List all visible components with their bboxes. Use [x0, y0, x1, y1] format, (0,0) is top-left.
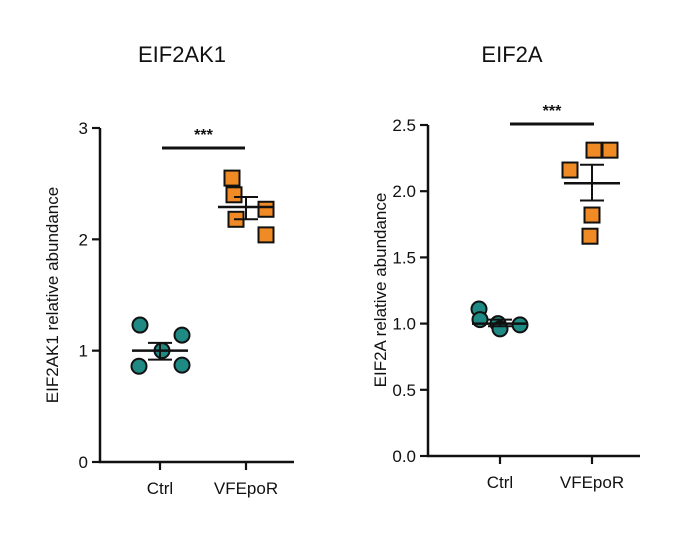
data-point-vfepor	[257, 200, 275, 218]
y-tick-label: 2.5	[392, 116, 416, 135]
plot-area: 0 1 2 3 Ctrl VFEpoR ***	[79, 119, 294, 498]
x-tick-label-ctrl: Ctrl	[487, 473, 513, 492]
y-tick-label: 1.0	[392, 315, 416, 334]
data-point-ctrl	[173, 356, 191, 374]
significance-label: ***	[194, 127, 213, 144]
y-tick-label: 3	[79, 119, 88, 138]
data-point-vfepor	[585, 141, 603, 159]
data-point-vfepor	[601, 141, 619, 159]
significance-label: ***	[543, 103, 562, 120]
y-tick-label: 2.0	[392, 182, 416, 201]
y-axis-label: EIF2AK1 relative abundance	[43, 187, 62, 403]
y-tick-label: 1	[79, 342, 88, 361]
y-tick-label: 0.5	[392, 381, 416, 400]
y-tick-label: 0	[79, 453, 88, 472]
y-tick-label: 0.0	[392, 447, 416, 466]
data-point-ctrl	[130, 357, 148, 375]
data-point-vfepor	[561, 161, 579, 179]
x-tick-label-ctrl: Ctrl	[147, 479, 173, 498]
chart-title: EIF2A	[481, 42, 542, 67]
data-point-ctrl	[131, 316, 149, 334]
data-point-ctrl	[471, 311, 489, 329]
data-point-vfepor	[225, 186, 243, 204]
chart-title: EIF2AK1	[138, 42, 226, 67]
data-point-vfepor	[257, 226, 275, 244]
plot-area: 0.0 0.5 1.0 1.5 2.0 2.5 Ctrl VFEpoR ***	[392, 103, 640, 492]
data-point-ctrl	[511, 316, 529, 334]
y-axis-label: EIF2A relative abundance	[371, 193, 390, 388]
chart-panel-eif2ak1: EIF2AK1 EIF2AK1 relative abundance 0 1 2 3 C…	[43, 42, 294, 498]
data-point-vfepor	[223, 169, 241, 187]
y-tick-label: 2	[79, 230, 88, 249]
x-tick-label-vfepor: VFEpoR	[560, 473, 624, 492]
y-tick-label: 1.5	[392, 248, 416, 267]
data-point-vfepor	[581, 227, 599, 245]
data-point-ctrl	[173, 326, 191, 344]
data-point-vfepor	[583, 206, 601, 224]
x-tick-label-vfepor: VFEpoR	[214, 479, 278, 498]
chart-panel-eif2a: EIF2A EIF2A relative abundance 0.0 0.5 1.0…	[371, 42, 640, 492]
